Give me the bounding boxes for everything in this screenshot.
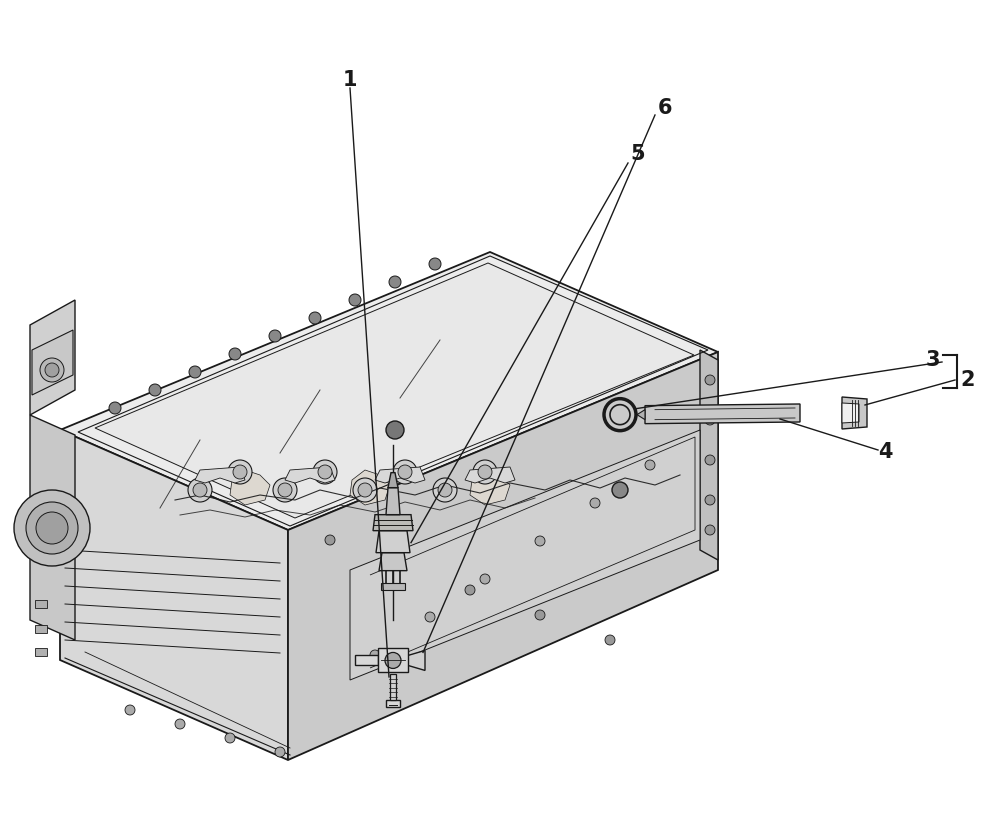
Circle shape: [386, 421, 404, 439]
Circle shape: [193, 483, 207, 497]
Circle shape: [309, 312, 321, 324]
Polygon shape: [408, 650, 425, 670]
Bar: [35, 625, 47, 633]
Polygon shape: [386, 487, 400, 515]
Circle shape: [535, 536, 545, 546]
Polygon shape: [350, 470, 390, 505]
Circle shape: [318, 465, 332, 479]
Circle shape: [398, 465, 412, 479]
Polygon shape: [470, 470, 510, 505]
Polygon shape: [386, 700, 400, 707]
Circle shape: [273, 478, 297, 502]
Circle shape: [705, 375, 715, 385]
Polygon shape: [230, 470, 270, 505]
Circle shape: [705, 455, 715, 465]
Polygon shape: [379, 553, 407, 571]
Polygon shape: [195, 467, 245, 483]
Polygon shape: [30, 415, 75, 640]
Circle shape: [705, 495, 715, 505]
Polygon shape: [60, 252, 718, 530]
Polygon shape: [388, 472, 398, 487]
Circle shape: [393, 460, 417, 484]
Circle shape: [225, 733, 235, 743]
Polygon shape: [373, 515, 413, 531]
Polygon shape: [378, 649, 408, 672]
Circle shape: [645, 460, 655, 470]
Polygon shape: [355, 655, 378, 665]
Text: 2: 2: [960, 370, 974, 390]
Circle shape: [480, 574, 490, 584]
Circle shape: [370, 650, 380, 660]
Circle shape: [478, 465, 492, 479]
Circle shape: [188, 478, 212, 502]
Circle shape: [109, 402, 121, 414]
Circle shape: [473, 460, 497, 484]
Circle shape: [705, 525, 715, 535]
Polygon shape: [376, 531, 410, 553]
Text: 5: 5: [630, 144, 645, 164]
Polygon shape: [637, 410, 645, 420]
Polygon shape: [381, 583, 405, 589]
Circle shape: [26, 502, 78, 554]
Circle shape: [278, 483, 292, 497]
Bar: [35, 648, 47, 656]
Circle shape: [149, 384, 161, 396]
Circle shape: [385, 652, 401, 669]
Circle shape: [433, 478, 457, 502]
Text: 1: 1: [343, 70, 357, 90]
Polygon shape: [30, 300, 75, 415]
Circle shape: [465, 585, 475, 595]
Circle shape: [125, 705, 135, 715]
Text: 6: 6: [658, 98, 672, 118]
Text: 3: 3: [926, 350, 940, 370]
Circle shape: [612, 482, 628, 498]
Polygon shape: [375, 467, 425, 483]
Polygon shape: [465, 467, 515, 483]
Polygon shape: [390, 674, 396, 700]
Circle shape: [325, 535, 335, 545]
Polygon shape: [288, 352, 718, 760]
Polygon shape: [60, 430, 288, 760]
Polygon shape: [32, 330, 73, 395]
Circle shape: [233, 465, 247, 479]
Circle shape: [353, 478, 377, 502]
Circle shape: [389, 276, 401, 288]
Circle shape: [313, 460, 337, 484]
Circle shape: [40, 358, 64, 382]
Circle shape: [349, 294, 361, 306]
Polygon shape: [842, 397, 867, 429]
Circle shape: [438, 483, 452, 497]
Circle shape: [228, 460, 252, 484]
Circle shape: [189, 366, 201, 378]
Polygon shape: [95, 263, 694, 518]
Circle shape: [395, 560, 405, 570]
Circle shape: [535, 610, 545, 620]
Circle shape: [229, 348, 241, 360]
Circle shape: [429, 258, 441, 270]
Circle shape: [45, 363, 59, 377]
Circle shape: [425, 612, 435, 622]
Circle shape: [275, 747, 285, 757]
Circle shape: [175, 719, 185, 729]
Circle shape: [590, 498, 600, 508]
Circle shape: [605, 635, 615, 645]
Bar: [35, 600, 47, 608]
Polygon shape: [842, 403, 859, 423]
Circle shape: [14, 490, 90, 566]
Polygon shape: [700, 350, 718, 560]
Circle shape: [269, 330, 281, 342]
Circle shape: [358, 483, 372, 497]
Circle shape: [36, 512, 68, 544]
Text: 4: 4: [878, 442, 893, 462]
Circle shape: [705, 415, 715, 425]
Polygon shape: [285, 467, 335, 483]
Polygon shape: [350, 430, 700, 680]
Polygon shape: [645, 404, 800, 424]
